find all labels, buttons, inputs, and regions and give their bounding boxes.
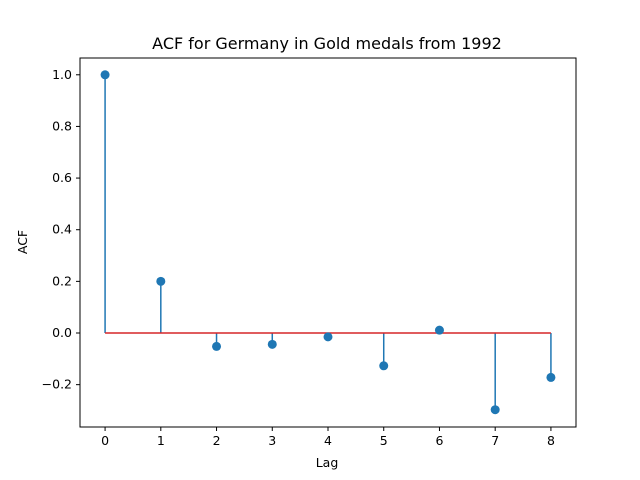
stem-marker xyxy=(323,332,333,342)
y-tick-label: 0.0 xyxy=(52,325,72,340)
plot-frame xyxy=(79,57,577,428)
stem-marker xyxy=(490,405,500,415)
stem-marker xyxy=(379,361,389,371)
stem-marker xyxy=(267,339,277,349)
stem-marker xyxy=(546,372,556,382)
y-tick-label: 0.8 xyxy=(52,118,72,133)
x-tick-label: 6 xyxy=(435,433,443,448)
x-tick-label: 0 xyxy=(101,433,109,448)
y-axis-label: ACF xyxy=(15,230,30,254)
x-tick-label: 3 xyxy=(268,433,276,448)
stem-markers xyxy=(100,70,556,415)
y-tick-label: 0.2 xyxy=(52,273,72,288)
stem-lines xyxy=(104,74,552,410)
y-tick-label: 0.4 xyxy=(52,222,72,237)
x-axis-ticks: 0 1 2 3 4 5 6 7 8 xyxy=(101,427,555,448)
stem-marker xyxy=(212,341,222,351)
x-tick-label: 1 xyxy=(157,433,165,448)
stem-marker xyxy=(434,325,444,335)
x-tick-label: 8 xyxy=(547,433,555,448)
y-tick-label: 0.6 xyxy=(52,170,72,185)
x-tick-label: 4 xyxy=(324,433,332,448)
chart-title: ACF for Germany in Gold medals from 1992 xyxy=(152,34,502,53)
x-axis-label: Lag xyxy=(316,455,339,470)
stem-marker xyxy=(156,276,166,286)
y-tick-label: 1.0 xyxy=(52,67,72,82)
y-tick-label: −0.2 xyxy=(42,377,72,392)
stem-marker xyxy=(100,70,110,80)
x-tick-label: 2 xyxy=(213,433,221,448)
x-tick-label: 7 xyxy=(491,433,499,448)
y-axis-ticks: −0.2 0.0 0.2 0.4 0.6 0.8 1.0 xyxy=(42,67,80,392)
x-tick-label: 5 xyxy=(380,433,388,448)
